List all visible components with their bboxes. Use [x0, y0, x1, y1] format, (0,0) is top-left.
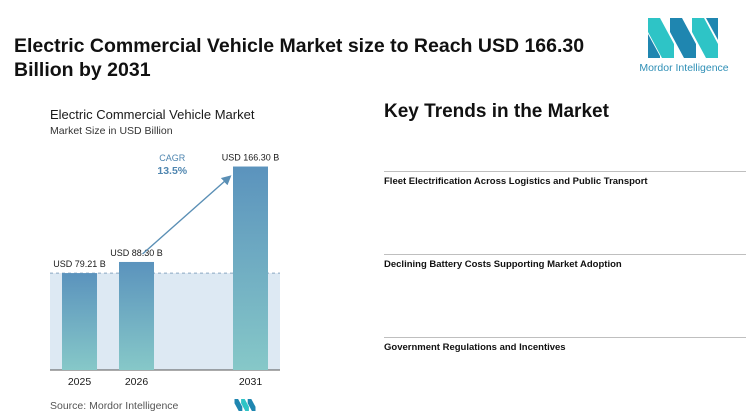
- cagr-label: CAGR: [159, 153, 186, 163]
- chart-title: Electric Commercial Vehicle Market: [50, 107, 255, 122]
- bar-2025: [62, 273, 97, 370]
- page-headline: Electric Commercial Vehicle Market size …: [14, 35, 585, 81]
- brand-logo: Mordor Intelligence: [634, 18, 734, 80]
- source-note: Source: Mordor Intelligence: [50, 400, 179, 412]
- data-label-2025: USD 79.21 B: [53, 259, 106, 269]
- bar-2026: [119, 261, 154, 370]
- x-tick-2026: 2026: [125, 376, 149, 388]
- mordor-small-logo-icon: [234, 399, 256, 411]
- bar-2031: [233, 166, 268, 370]
- data-label-2026: USD 88.30 B: [110, 248, 163, 258]
- x-tick-2031: 2031: [239, 376, 263, 388]
- cagr-arrow: [142, 175, 232, 255]
- bar-chart: USD 79.21 B 2025 USD 88.30 B 2026 USD 166.30…: [50, 153, 280, 388]
- mordor-logo-icon: [648, 18, 718, 58]
- x-tick-2025: 2025: [68, 376, 92, 388]
- trend-item-fleet-electrification: Fleet Electrification Across Logistics a…: [384, 171, 746, 187]
- data-label-2031: USD 166.30 B: [222, 153, 280, 163]
- cagr-value: 13.5%: [157, 165, 187, 177]
- trend-item-battery-costs: Declining Battery Costs Supporting Marke…: [384, 254, 746, 270]
- chart-subtitle: Market Size in USD Billion: [50, 125, 173, 137]
- trend-item-regulations: Government Regulations and Incentives: [384, 337, 746, 353]
- key-trends-title: Key Trends in the Market: [384, 101, 609, 122]
- brand-logo-text: Mordor Intelligence: [639, 62, 729, 74]
